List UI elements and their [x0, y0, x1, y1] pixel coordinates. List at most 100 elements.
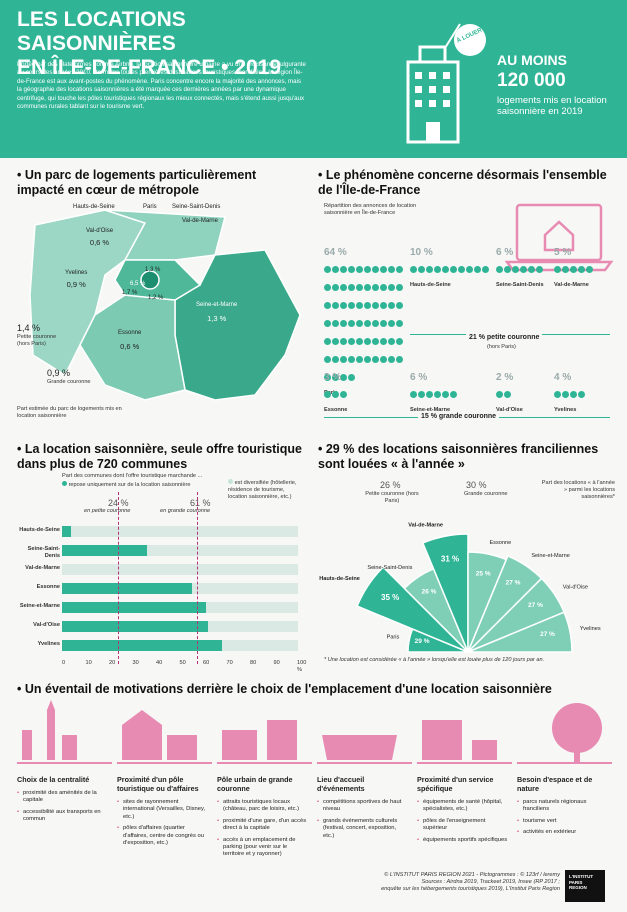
bar-fill	[62, 545, 147, 556]
stadium-icon	[322, 735, 397, 760]
dot	[324, 338, 331, 345]
dot-pct: 2 %	[496, 372, 514, 383]
dot	[504, 266, 511, 273]
mark1-label: en petite couronne	[84, 508, 131, 514]
dot-label: Val-de-Marne	[554, 282, 589, 288]
spread-row-2: 3 % Essonne 6 % Seine-et-Marne 2 % Val-d'Oise…	[324, 372, 614, 414]
dot-group	[324, 386, 410, 404]
bar-fill	[62, 526, 72, 537]
bar-tick: 10	[85, 660, 92, 666]
motivation-title: Pôle urbain de grande couronne	[217, 775, 293, 793]
map-label-paris: Paris	[143, 204, 157, 210]
dot	[332, 266, 339, 273]
bar-label: Val-d'Oise	[33, 622, 60, 628]
building-icon	[406, 23, 486, 144]
motivation-column: Proximité d'un pôle touristique ou d'aff…	[117, 775, 209, 851]
dot	[356, 338, 363, 345]
dot-column: 10 % Hauts-de-Seine	[410, 247, 496, 289]
dot	[340, 284, 347, 291]
motivation-point: pôles d'affaires (quartier d'affaires, c…	[117, 825, 209, 847]
dot	[332, 338, 339, 345]
dot	[442, 391, 449, 398]
dot	[324, 320, 331, 327]
dot	[348, 320, 355, 327]
dot	[324, 284, 331, 291]
map-paris	[140, 270, 160, 290]
dot	[348, 356, 355, 363]
motivation-point: attraits touristiques locaux (château, p…	[217, 799, 309, 814]
bars-legend-a: repose uniquement sur de la location sai…	[62, 481, 247, 489]
fan-legend: Part des locations « à l'année » parmi l…	[541, 480, 615, 500]
fan-value: 35 %	[381, 593, 399, 602]
fan-label: Val-d'Oise	[563, 585, 588, 591]
dot-group	[410, 261, 496, 279]
motivation-point: accès à un emplacement de parking (pour …	[217, 837, 309, 859]
dot	[380, 356, 387, 363]
dot	[442, 266, 449, 273]
dot	[388, 302, 395, 309]
bar-tick: 80	[250, 660, 257, 666]
dot-group	[496, 386, 554, 404]
motivation-point: pôles de l'enseignement supérieur	[417, 818, 509, 833]
dot-column: 64 %Paris	[324, 247, 410, 397]
dot	[388, 266, 395, 273]
bar-fill	[62, 640, 223, 651]
petite-couronne-label: Petite couronne (hors Paris)	[17, 334, 57, 347]
hospital-icon	[422, 720, 497, 760]
map-pct-1: 1,3 %	[145, 267, 161, 273]
dot	[340, 356, 347, 363]
fan-label: Val-de-Marne	[408, 522, 443, 528]
fan-value: 27 %	[540, 631, 555, 638]
dot	[396, 320, 403, 327]
dot	[340, 391, 347, 398]
page-title: LES LOCATIONS SAISONNIÈRES EN ÎLE-DE-FRAN…	[17, 8, 282, 79]
dot	[388, 320, 395, 327]
dot	[372, 320, 379, 327]
dot	[340, 374, 347, 381]
motivation-point: équipements sportifs spécifiques	[417, 837, 509, 845]
motivation-column: Lieu d'accueil d'événements compétitions …	[317, 775, 409, 844]
dot	[332, 356, 339, 363]
bar-label: Seine-Saint-Denis	[27, 546, 60, 559]
dot	[364, 284, 371, 291]
dot	[380, 338, 387, 345]
dot	[380, 320, 387, 327]
dot	[332, 320, 339, 327]
map-pct-2: 6,5 %	[130, 281, 146, 287]
map-label-vdo: Val-d'Oise 0,6 %	[86, 228, 114, 247]
dot	[426, 391, 433, 398]
dot	[324, 266, 331, 273]
dot	[348, 266, 355, 273]
map-seine-et-marne	[174, 249, 301, 401]
motivation-points: sites de rayonnement international (Vers…	[117, 799, 209, 847]
fan-value: 27 %	[506, 580, 521, 587]
dot	[570, 391, 577, 398]
dot-column: 3 % Essonne	[324, 372, 410, 414]
dot-group	[410, 386, 496, 404]
bar-label: Yvelines	[37, 641, 60, 647]
bar-track	[62, 545, 298, 556]
motivation-title: Proximité d'un service spécifique	[417, 775, 494, 793]
motivation-point: équipements de santé (hôpital, spécialis…	[417, 799, 509, 814]
dot-group	[554, 386, 614, 404]
fan-section-title: • 29 % des locations saisonnières franci…	[318, 442, 599, 471]
dot	[496, 391, 503, 398]
laptop-house-icon	[505, 203, 613, 272]
dot	[364, 302, 371, 309]
dot	[364, 320, 371, 327]
bar-label: Essonne	[36, 584, 60, 590]
dot	[496, 266, 503, 273]
bar-tick: 50	[179, 660, 186, 666]
dot	[332, 374, 339, 381]
dot	[578, 391, 585, 398]
fan-slice	[421, 533, 469, 653]
bar-chart: Hauts-de-Seine Seine-Saint-Denis Val-de-Ma…	[18, 524, 298, 664]
fan-label: Seine-Saint-Denis	[367, 565, 412, 571]
dot	[396, 356, 403, 363]
motivation-point: sites de rayonnement international (Vers…	[117, 799, 209, 821]
petite-couronne-pct: 1,4 %	[17, 323, 41, 333]
dot	[504, 391, 511, 398]
dot	[396, 266, 403, 273]
dot	[356, 356, 363, 363]
dot	[364, 356, 371, 363]
